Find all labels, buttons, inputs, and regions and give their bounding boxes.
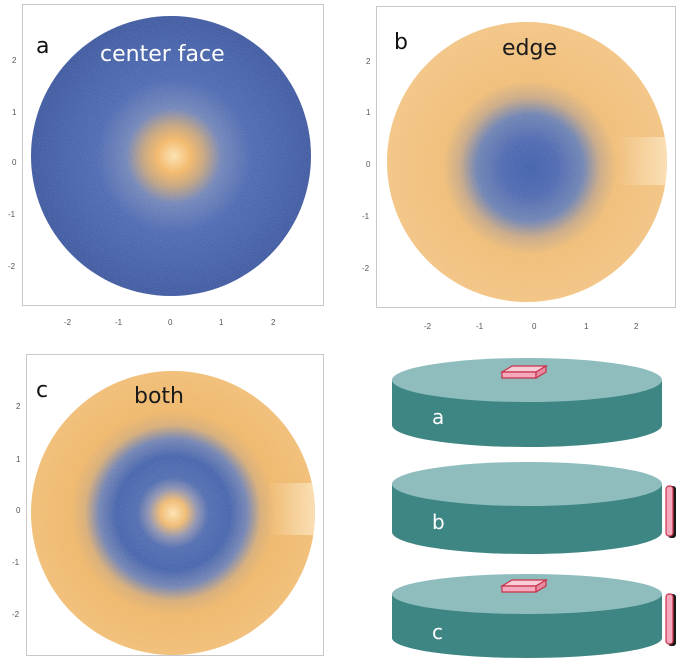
noise-c [31,371,315,655]
plot-frame-c [26,354,324,656]
heatmap-b [387,22,667,302]
y-tick: -1 [8,210,16,219]
x-tick: -2 [64,318,72,327]
panel-title-b: edge [502,36,557,61]
y-tick: 2 [12,56,17,65]
plot-frame-a [22,4,324,306]
sensor-top [499,578,549,594]
disk-top [392,574,662,614]
y-tick: 0 [12,158,17,167]
disk-top [392,462,662,506]
disk-label-a: a [432,405,445,429]
heatmap-c [31,371,315,655]
heatmap-a [31,16,311,296]
panel-c: c both 2 1 0 -1 -2 [0,340,340,660]
x-tick: 0 [532,322,537,331]
x-tick: 1 [584,322,589,331]
disk-schematics: a b c [390,350,678,660]
panel-letter-b: b [394,30,408,55]
disk-top [392,358,662,402]
noise-b [387,22,667,302]
panel-title-a: center face [100,42,225,67]
y-tick: -2 [362,264,370,273]
y-tick: -1 [362,212,370,221]
sensor-top [499,364,549,380]
x-tick: -1 [115,318,123,327]
disk-diagram-a: a [390,350,678,450]
disk-label-b: b [432,510,445,534]
x-tick: -1 [476,322,484,331]
y-tick: 1 [366,108,371,117]
x-tick: -2 [424,322,432,331]
y-tick: -1 [12,558,20,567]
sensor-edge [665,593,676,646]
y-tick: -2 [12,610,20,619]
y-tick: 0 [366,160,371,169]
x-tick: 0 [168,318,173,327]
panel-title-c: both [134,384,184,409]
panel-letter-a: a [36,34,50,59]
disk-label-c: c [432,620,443,644]
x-tick: 2 [634,322,639,331]
y-tick: 0 [16,506,21,515]
panel-b: b edge 2 1 0 -1 -2 -2 -1 0 1 2 [346,0,678,331]
y-tick: -2 [8,262,16,271]
y-tick: 2 [366,57,371,66]
disk-diagram-c: c [390,562,678,660]
y-tick: 1 [12,108,17,117]
disk-diagram-b: b [390,458,678,558]
y-tick: 2 [16,402,21,411]
panel-a: a center face 2 1 0 -1 -2 -2 -1 0 1 2 [0,0,332,330]
plot-frame-b [376,6,676,308]
sensor-edge [665,485,676,538]
y-tick: 1 [16,455,21,464]
noise-a [31,16,311,296]
panel-letter-c: c [36,378,49,403]
x-tick: 2 [271,318,276,327]
x-tick: 1 [219,318,224,327]
